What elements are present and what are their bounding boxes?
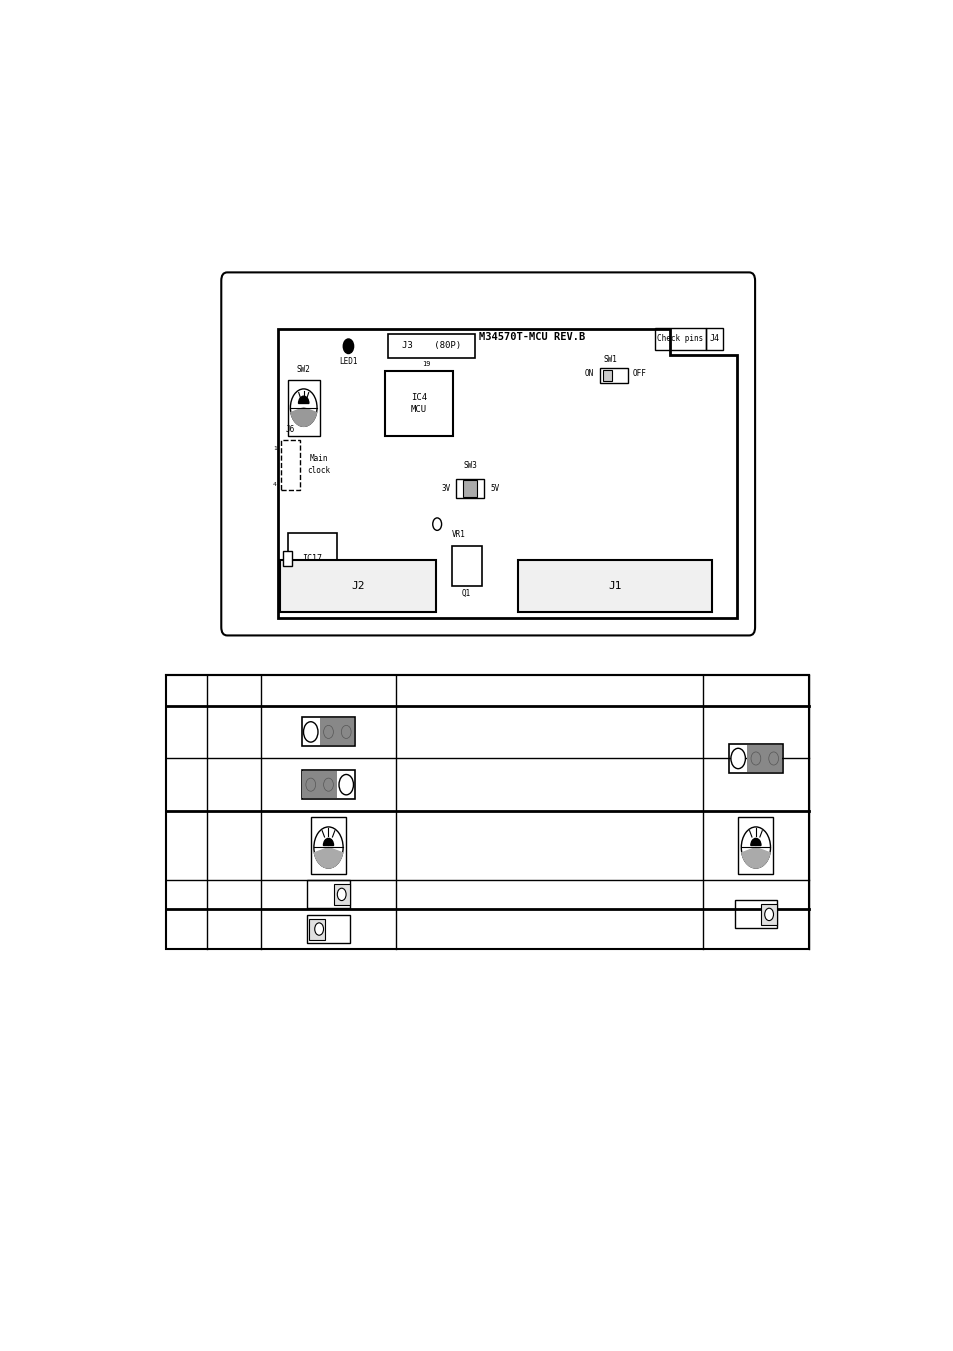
Wedge shape (323, 839, 334, 846)
Text: J4: J4 (709, 335, 719, 343)
Text: J1: J1 (608, 581, 621, 590)
Bar (738, 817, 773, 874)
Text: IC17: IC17 (302, 554, 322, 563)
FancyBboxPatch shape (221, 273, 755, 635)
Circle shape (290, 389, 316, 427)
Text: SW1: SW1 (603, 355, 618, 365)
Bar (334, 884, 350, 905)
Bar (518, 559, 712, 612)
Ellipse shape (341, 725, 351, 739)
Bar (288, 380, 319, 436)
Bar (301, 771, 337, 798)
Bar (599, 367, 627, 382)
Bar (746, 744, 781, 771)
Bar (288, 534, 336, 584)
Wedge shape (750, 839, 760, 846)
Text: ON: ON (584, 369, 594, 378)
Bar (760, 904, 777, 925)
Text: Check pins: Check pins (657, 335, 702, 343)
Circle shape (433, 517, 441, 531)
Text: Q1: Q1 (461, 589, 471, 598)
Text: 4: 4 (273, 482, 276, 488)
Bar (301, 717, 355, 747)
Circle shape (337, 888, 346, 901)
Bar (654, 327, 705, 350)
Text: 1: 1 (273, 446, 276, 451)
Ellipse shape (306, 778, 315, 792)
Bar (319, 719, 354, 746)
Circle shape (303, 721, 317, 742)
Bar (280, 559, 436, 612)
Ellipse shape (750, 753, 760, 765)
Text: LED1: LED1 (339, 358, 357, 366)
Wedge shape (291, 408, 316, 427)
Bar (456, 480, 484, 499)
Bar (452, 546, 481, 585)
Bar (734, 900, 777, 928)
Bar (463, 481, 476, 497)
Bar (281, 440, 300, 490)
Circle shape (314, 827, 343, 869)
Text: Main
clock: Main clock (307, 454, 330, 476)
Text: SW2: SW2 (296, 365, 311, 374)
Text: SW3: SW3 (463, 462, 476, 470)
Bar (301, 770, 355, 800)
Bar (282, 551, 292, 566)
Circle shape (343, 339, 354, 354)
Bar (307, 915, 350, 943)
Text: M34570T-MCU REV.B: M34570T-MCU REV.B (478, 332, 584, 342)
Wedge shape (314, 847, 342, 869)
Bar (309, 919, 325, 939)
Text: IC4
MCU: IC4 MCU (411, 393, 427, 413)
Text: J3    (80P): J3 (80P) (401, 342, 460, 350)
Wedge shape (298, 396, 309, 404)
Text: 3V: 3V (441, 484, 450, 493)
Text: 19: 19 (422, 361, 430, 367)
Bar (307, 881, 350, 908)
Text: 5V: 5V (490, 484, 499, 493)
Bar (311, 817, 346, 874)
Text: OFF: OFF (632, 369, 645, 378)
Circle shape (764, 908, 773, 920)
Text: J2: J2 (351, 581, 364, 590)
Circle shape (740, 827, 770, 869)
Polygon shape (278, 328, 737, 617)
Text: VR1: VR1 (452, 530, 465, 539)
Bar (385, 372, 453, 436)
Bar (705, 327, 721, 350)
Ellipse shape (323, 725, 333, 739)
Wedge shape (741, 847, 769, 869)
Bar (602, 370, 612, 381)
Circle shape (338, 774, 354, 794)
Text: J6: J6 (286, 426, 295, 434)
Circle shape (730, 748, 744, 769)
Bar (387, 334, 475, 358)
Bar (728, 744, 781, 773)
Ellipse shape (323, 778, 333, 792)
Circle shape (314, 923, 323, 935)
Bar (166, 676, 808, 948)
Ellipse shape (768, 753, 778, 765)
